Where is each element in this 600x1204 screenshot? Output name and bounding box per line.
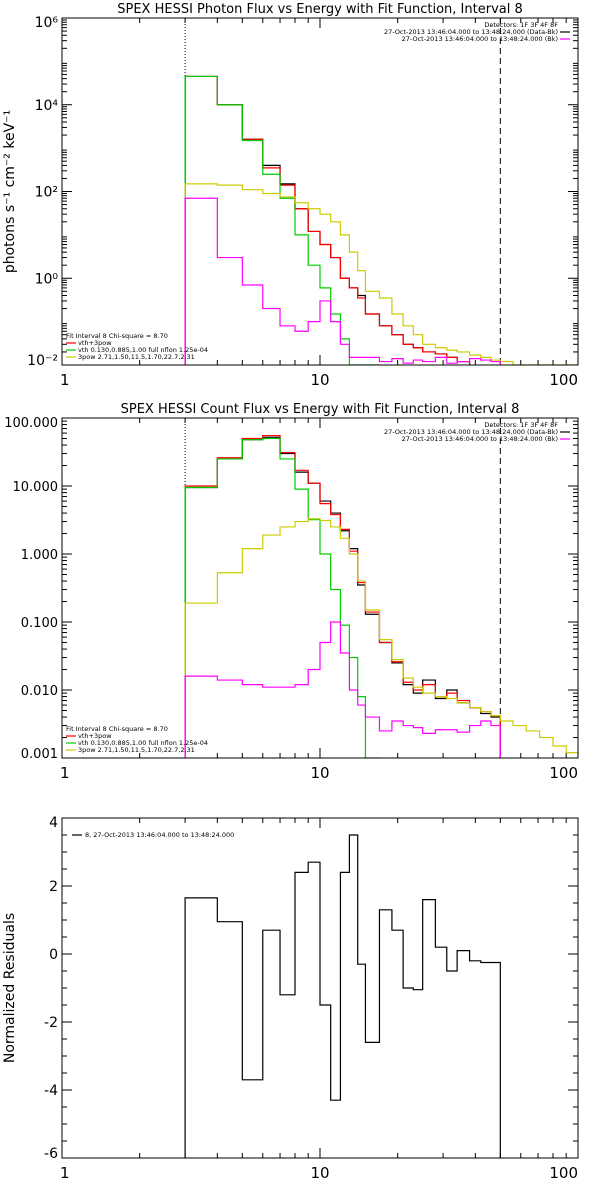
x-tick-label: 1	[60, 1164, 70, 1182]
y-tick-label: 1.000	[21, 548, 58, 563]
x-tick-label: 10	[310, 1164, 329, 1182]
y-tick-label: 0.001	[21, 747, 58, 762]
legend-topright-entry: 27-Oct-2013 13:46:04.000 to 13:48:24.000…	[384, 28, 558, 36]
legend-bottomleft-entry: Fit Interval 8 Chi-square = 8.70	[66, 725, 168, 733]
y-tick-label: 10⁶	[35, 15, 59, 31]
y-tick-label: 100.000	[4, 416, 58, 431]
y-tick-label: -2	[44, 1015, 58, 1031]
x-tick-label: 100	[549, 764, 578, 782]
legend-bottomleft-entry: vth 0.130,0.885,1.00 full nflon 1.25e-04	[78, 739, 208, 747]
data-area	[184, 435, 578, 758]
series-data-bk	[184, 75, 471, 365]
y-tick-label: 10⁻²	[27, 353, 58, 369]
y-tick-label: 10²	[35, 185, 58, 201]
x-tick-label: 10	[310, 371, 329, 389]
y-tick-label: 0.100	[21, 616, 58, 631]
x-tick-label: 100	[549, 371, 578, 389]
series-bk	[184, 197, 501, 365]
legend-topright-entry: Detectors: 1F 3F 4F 8F	[484, 21, 558, 29]
legend-topright-entry: 27-Oct-2013 13:46:04.000 to 13:48:24.000…	[402, 35, 558, 43]
series-3pow	[184, 518, 578, 758]
series-3pow	[184, 183, 578, 365]
plot-frame	[61, 417, 579, 759]
y-tick-label: 4	[49, 815, 58, 831]
x-tick-label: 10	[310, 764, 329, 782]
legend-bottomleft-entry: vth+3pow	[78, 732, 112, 740]
plot-panel-1: 1 10 100 10⁻² 10⁰ 10² 10⁴ 10⁶ SPEX HESSI Photon …	[2, 2, 579, 389]
plot-panel-3: 1 10 100 -6 -4 -2 0 2 4 Normalized Residuals 8, 27…	[2, 815, 579, 1182]
y-tick-label: 10⁰	[35, 271, 59, 287]
legend-bottomleft-entry: 3pow 2.71,1.50,11.5,1.70,22.7,2.31	[78, 353, 195, 361]
series-data-bk	[184, 436, 501, 758]
x-tick-label: 1	[60, 371, 70, 389]
series-vth-3pow	[184, 435, 501, 758]
legend-topright-entry: Detectors: 1F 3F 4F 8F	[484, 421, 558, 429]
y-tick-label: 0	[49, 947, 58, 963]
series-vth-3pow	[184, 75, 471, 365]
legend-bottomleft-entry: vth 0.130,0.885,1.00 full nflon 1.25e-04	[78, 346, 208, 354]
y-tick-label: -4	[44, 1083, 58, 1099]
plot-frame	[61, 817, 579, 1159]
legend-topleft-entry: 8, 27-Oct-2013 13:46:04.000 to 13:48:24.…	[85, 831, 234, 839]
x-tick-label: 100	[549, 1164, 578, 1182]
legend-topright-entry: 27-Oct-2013 13:46:04.000 to 13:48:24.000…	[402, 435, 558, 443]
y-axis-label: Normalized Residuals	[2, 913, 18, 1063]
plot-panel-2: 1 10 100 0.001 0.010 0.100 1.000 10.000 100.000 S…	[4, 402, 579, 782]
y-tick-label: 2	[49, 879, 58, 895]
legend-bottomleft-entry: Fit Interval 8 Chi-square = 8.70	[66, 332, 168, 340]
data-area	[184, 834, 501, 1158]
series-8-27-oct-2013-13-46-04-000-to-13-48-24-000	[184, 834, 501, 1158]
series-vth	[184, 75, 380, 365]
series-bk	[184, 621, 501, 758]
legend-topright-entry: 27-Oct-2013 13:46:04.000 to 13:48:24.000…	[384, 428, 558, 436]
data-area	[184, 75, 578, 365]
y-axis-label: photons s⁻¹ cm⁻² keV⁻¹	[2, 110, 18, 273]
legend-bottomleft-entry: 3pow 2.71,1.50,11.5,1.70,22.7,2.31	[78, 746, 195, 754]
y-tick-label: -6	[44, 1146, 58, 1162]
y-tick-label: 10⁴	[35, 98, 59, 114]
plot-title: SPEX HESSI Photon Flux vs Energy with Fi…	[117, 2, 523, 17]
y-tick-label: 0.010	[21, 684, 58, 699]
y-tick-label: 10.000	[13, 480, 59, 495]
plot-title: SPEX HESSI Count Flux vs Energy with Fit…	[121, 402, 520, 417]
legend-bottomleft-entry: vth+3pow	[78, 339, 112, 347]
x-tick-label: 1	[60, 764, 70, 782]
plot-frame	[61, 17, 579, 366]
